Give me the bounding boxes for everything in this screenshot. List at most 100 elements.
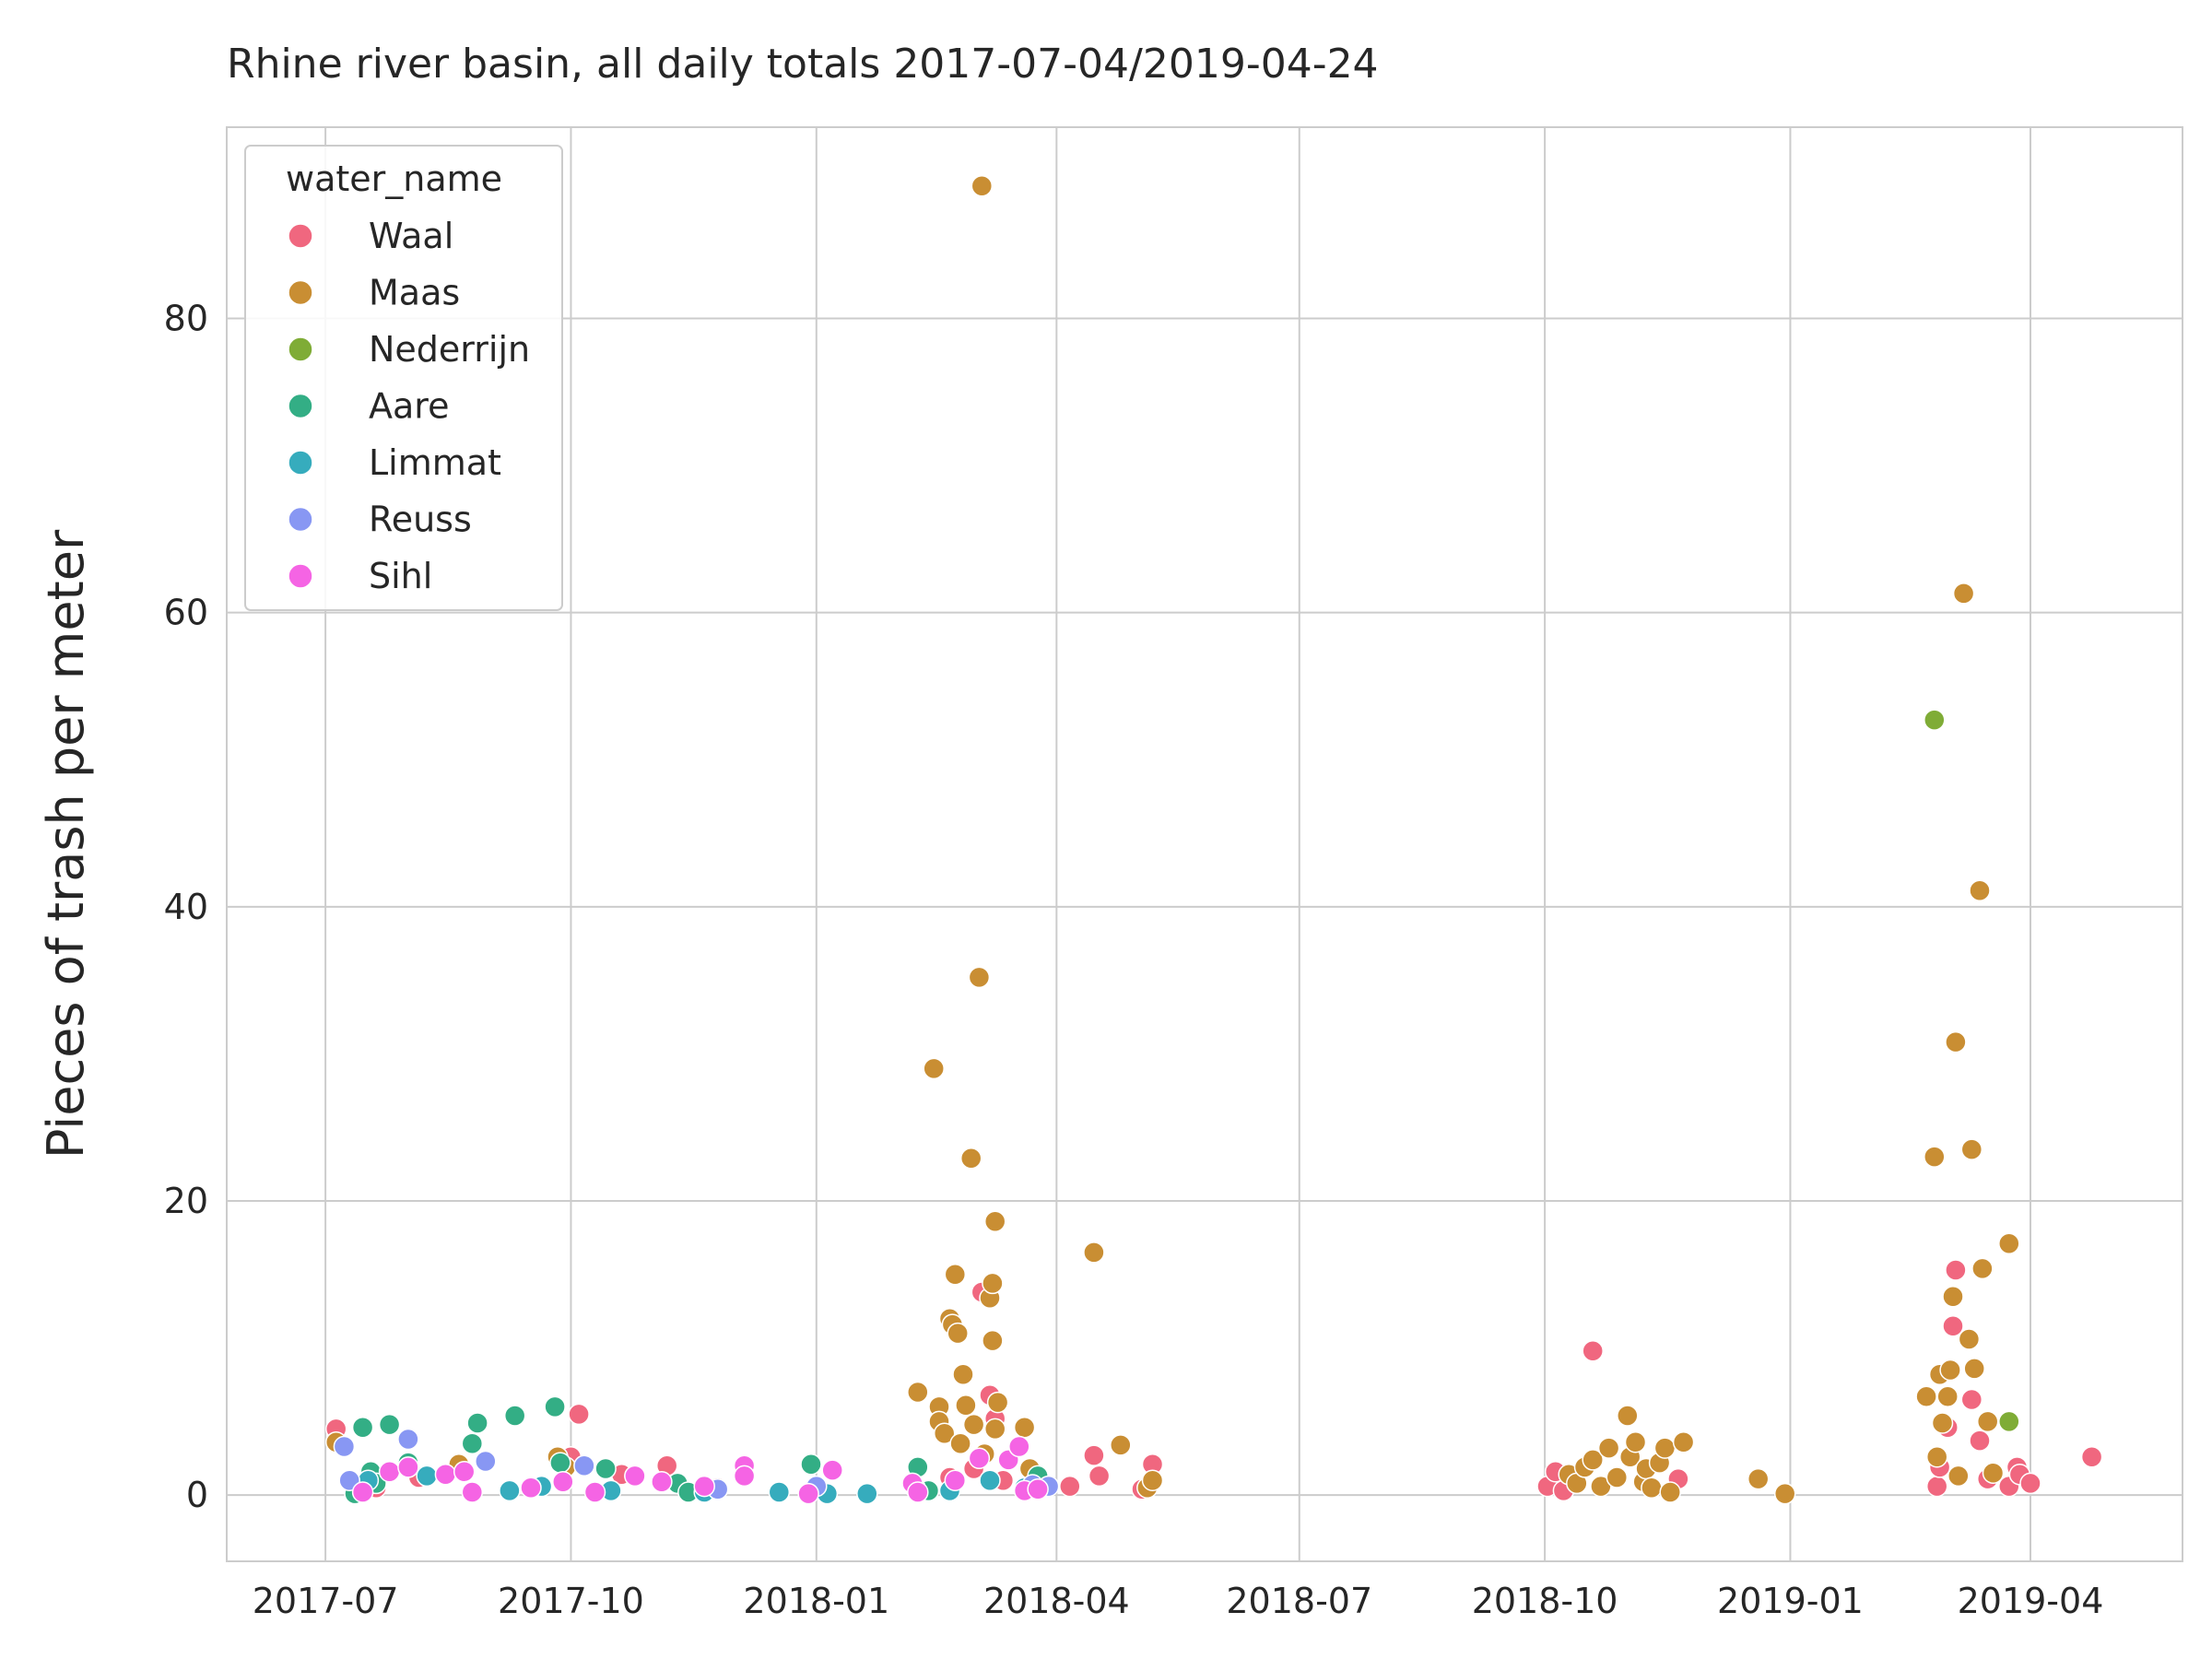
legend-label: Nederrijn bbox=[369, 329, 530, 370]
point-nederrijn bbox=[1998, 1410, 2020, 1433]
point-sihl bbox=[397, 1456, 419, 1478]
point-maas bbox=[971, 175, 994, 197]
legend-item-waal: Waal bbox=[288, 216, 453, 256]
legend-marker bbox=[288, 563, 313, 589]
point-maas bbox=[1931, 1412, 1954, 1434]
x-tick-label: 2017-10 bbox=[498, 1581, 644, 1621]
point-maas bbox=[1945, 1030, 1967, 1053]
point-aare bbox=[466, 1412, 488, 1434]
point-maas bbox=[947, 1322, 969, 1345]
legend-item-sihl: Sihl bbox=[288, 556, 432, 596]
point-maas bbox=[907, 1381, 929, 1404]
y-axis-label: Pieces of trash per meter bbox=[37, 529, 95, 1159]
legend-label: Sihl bbox=[369, 556, 432, 596]
legend-marker bbox=[288, 279, 313, 306]
point-maas bbox=[982, 1329, 1004, 1352]
data-points bbox=[324, 175, 2103, 1505]
legend-label: Maas bbox=[369, 273, 460, 313]
point-sihl bbox=[351, 1481, 374, 1503]
point-maas bbox=[1958, 1328, 1981, 1350]
point-aare bbox=[800, 1453, 822, 1476]
y-tick-label: 60 bbox=[164, 593, 208, 633]
point-waal bbox=[1945, 1259, 1967, 1281]
point-reuss bbox=[333, 1435, 356, 1458]
point-maas bbox=[1013, 1417, 1036, 1439]
point-nederrijn bbox=[1924, 709, 1946, 731]
x-tick-label: 2017-07 bbox=[253, 1581, 399, 1621]
x-tick-label: 2018-07 bbox=[1226, 1581, 1372, 1621]
point-aare bbox=[594, 1457, 617, 1480]
point-maas bbox=[1624, 1430, 1647, 1453]
point-waal bbox=[1925, 1475, 1948, 1498]
x-tick-label: 2019-01 bbox=[1717, 1581, 1864, 1621]
point-maas bbox=[1747, 1467, 1770, 1490]
point-maas bbox=[1083, 1241, 1105, 1264]
point-aare bbox=[378, 1413, 401, 1436]
point-aare bbox=[351, 1417, 374, 1439]
legend-items: Waal Maas Nederrijn Aare Limmat Reuss Sihl bbox=[288, 216, 530, 596]
legend-frame bbox=[244, 145, 563, 611]
point-limmat bbox=[416, 1465, 438, 1488]
point-sihl bbox=[552, 1471, 574, 1493]
legend: water_name Waal Maas Nederrijn Aare Limmat Re… bbox=[244, 145, 563, 611]
point-sihl bbox=[461, 1481, 484, 1503]
point-maas bbox=[962, 1413, 985, 1436]
point-maas bbox=[1947, 1465, 1970, 1488]
legend-marker bbox=[288, 336, 313, 362]
point-sihl bbox=[378, 1460, 401, 1483]
point-waal bbox=[1059, 1475, 1081, 1498]
point-waal bbox=[1960, 1388, 1983, 1411]
point-reuss bbox=[573, 1454, 595, 1477]
point-maas bbox=[1952, 582, 1975, 605]
point-maas bbox=[1653, 1437, 1677, 1459]
legend-item-aare: Aare bbox=[288, 386, 449, 427]
series-sihl bbox=[351, 1435, 1049, 1505]
point-maas bbox=[1617, 1405, 1639, 1427]
point-maas bbox=[1971, 1257, 1994, 1280]
point-sihl bbox=[733, 1465, 756, 1488]
point-maas bbox=[1110, 1434, 1132, 1456]
point-maas bbox=[952, 1363, 974, 1386]
point-aare bbox=[461, 1432, 484, 1455]
point-sihl bbox=[453, 1460, 476, 1483]
point-reuss bbox=[475, 1450, 497, 1473]
x-tick-label: 2018-01 bbox=[743, 1581, 889, 1621]
point-maas bbox=[983, 1418, 1006, 1441]
x-tick-label: 2018-04 bbox=[983, 1581, 1130, 1621]
point-maas bbox=[1942, 1285, 1964, 1308]
x-axis-ticks: 2017-07 2017-10 2018-01 2018-04 2018-07 2018-… bbox=[253, 1581, 2104, 1621]
point-waal bbox=[1969, 1430, 1991, 1452]
point-aare bbox=[503, 1405, 526, 1427]
point-sihl bbox=[797, 1482, 819, 1505]
point-maas bbox=[923, 1057, 945, 1080]
point-maas bbox=[1672, 1430, 1695, 1453]
series-nederrijn bbox=[1924, 709, 2020, 1433]
point-maas bbox=[986, 1391, 1009, 1414]
plot-area-frame bbox=[226, 126, 2183, 1562]
point-maas bbox=[933, 1422, 956, 1444]
legend-label: Aare bbox=[369, 386, 449, 427]
y-tick-label: 0 bbox=[186, 1475, 208, 1515]
point-maas bbox=[982, 1272, 1004, 1295]
point-maas bbox=[1641, 1477, 1663, 1499]
point-maas bbox=[968, 966, 991, 989]
legend-item-limmat: Limmat bbox=[288, 442, 501, 483]
point-waal bbox=[1083, 1444, 1105, 1466]
legend-marker bbox=[288, 450, 313, 476]
point-maas bbox=[1925, 1445, 1948, 1468]
point-sihl bbox=[651, 1471, 673, 1493]
point-limmat bbox=[856, 1482, 878, 1505]
point-aare bbox=[549, 1452, 571, 1474]
point-sihl bbox=[1008, 1435, 1030, 1458]
point-maas bbox=[1924, 1146, 1946, 1168]
legend-marker bbox=[288, 506, 313, 533]
point-maas bbox=[1606, 1466, 1629, 1488]
point-maas bbox=[944, 1264, 967, 1286]
point-maas bbox=[1773, 1482, 1796, 1505]
point-maas bbox=[1915, 1385, 1937, 1408]
point-limmat bbox=[768, 1481, 791, 1503]
point-maas bbox=[949, 1432, 971, 1455]
point-waal bbox=[1088, 1465, 1111, 1488]
point-maas bbox=[983, 1210, 1006, 1233]
